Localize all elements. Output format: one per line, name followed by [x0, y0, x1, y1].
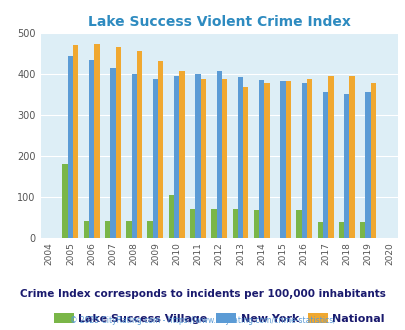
Bar: [94, 44, 99, 238]
Bar: [216, 72, 222, 238]
Bar: [258, 80, 264, 238]
Bar: [296, 210, 301, 238]
Bar: [179, 72, 184, 238]
Bar: [349, 76, 354, 238]
Bar: [62, 164, 68, 238]
Bar: [359, 222, 364, 238]
Bar: [83, 221, 89, 238]
Bar: [68, 55, 73, 238]
Bar: [306, 79, 311, 238]
Bar: [200, 79, 205, 238]
Bar: [168, 195, 174, 238]
Bar: [222, 79, 227, 238]
Bar: [73, 45, 78, 238]
Bar: [104, 221, 110, 238]
Bar: [264, 83, 269, 238]
Bar: [338, 222, 343, 238]
Bar: [364, 91, 370, 238]
Bar: [131, 74, 136, 238]
Bar: [110, 68, 115, 238]
Bar: [237, 77, 243, 238]
Bar: [147, 221, 152, 238]
Title: Lake Success Violent Crime Index: Lake Success Violent Crime Index: [87, 15, 350, 29]
Bar: [322, 91, 327, 238]
Bar: [327, 76, 333, 238]
Bar: [243, 87, 248, 238]
Bar: [253, 210, 258, 238]
Bar: [190, 209, 195, 238]
Bar: [89, 60, 94, 238]
Bar: [285, 81, 290, 238]
Bar: [158, 61, 163, 238]
Bar: [232, 209, 237, 238]
Bar: [115, 47, 121, 238]
Bar: [343, 94, 349, 238]
Text: © 2025 CityRating.com - https://www.cityrating.com/crime-statistics/: © 2025 CityRating.com - https://www.city…: [70, 316, 335, 325]
Bar: [280, 81, 285, 238]
Bar: [317, 222, 322, 238]
Bar: [370, 82, 375, 238]
Bar: [174, 76, 179, 238]
Bar: [136, 51, 142, 238]
Bar: [211, 209, 216, 238]
Bar: [152, 79, 158, 238]
Bar: [126, 221, 131, 238]
Legend: Lake Success Village, New York, National: Lake Success Village, New York, National: [49, 309, 388, 328]
Bar: [195, 74, 200, 238]
Bar: [301, 83, 306, 238]
Text: Crime Index corresponds to incidents per 100,000 inhabitants: Crime Index corresponds to incidents per…: [20, 289, 385, 299]
